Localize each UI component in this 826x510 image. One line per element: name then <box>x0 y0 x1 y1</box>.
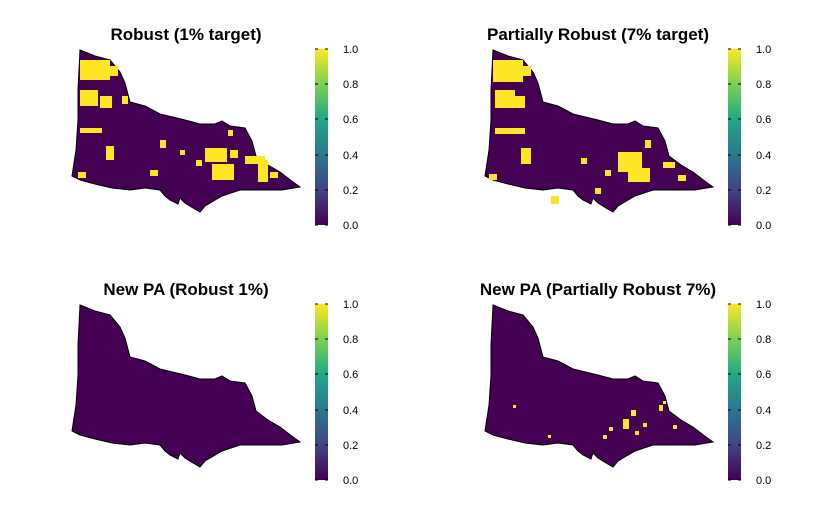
colorbar-tick: 0.2 <box>756 185 771 197</box>
colorbar-tick: 0.8 <box>343 79 358 91</box>
map-panel-partial-7: Partially Robust (7% target) <box>484 25 771 232</box>
colorbar-tick: 0.2 <box>343 185 358 197</box>
victoria-map <box>484 304 714 468</box>
colorbar-tick: 0.4 <box>343 150 358 162</box>
colorbar-tick: 0.2 <box>756 440 771 452</box>
colorbar-tick: 0.0 <box>756 475 771 487</box>
colorbar-tick: 0.8 <box>343 334 358 346</box>
colorbar-tick: 0.6 <box>756 114 771 126</box>
colorbar: 0.0 0.2 0.4 0.6 0.8 1.0 <box>728 44 771 232</box>
selected-cells <box>513 401 677 439</box>
colorbar-tick: 0.6 <box>343 114 358 126</box>
colorbar: 0.0 0.2 0.4 0.6 0.8 1.0 <box>728 299 771 487</box>
colorbar-tick: 0.4 <box>756 150 771 162</box>
colorbar-tick: 0.0 <box>343 220 358 232</box>
panel-title: New PA (Partially Robust 7%) <box>480 280 716 299</box>
colorbar-tick: 0.6 <box>343 369 358 381</box>
colorbar-tick: 0.0 <box>343 475 358 487</box>
victoria-map <box>484 49 714 213</box>
panel-title: Partially Robust (7% target) <box>487 25 709 44</box>
colorbar-tick: 1.0 <box>343 44 358 56</box>
colorbar-tick: 1.0 <box>756 299 771 311</box>
panel-title: New PA (Robust 1%) <box>103 280 268 299</box>
colorbar-tick: 0.0 <box>756 220 771 232</box>
colorbar-tick: 1.0 <box>756 44 771 56</box>
colorbar: 0.0 0.2 0.4 0.6 0.8 1.0 <box>315 299 358 487</box>
colorbar-tick: 0.8 <box>756 79 771 91</box>
colorbar-tick: 0.6 <box>756 369 771 381</box>
map-panel-new-pa-partial-7: New PA (Partially Robust 7%) <box>480 280 771 487</box>
victoria-map <box>71 49 301 213</box>
colorbar: 0.0 0.2 0.4 0.6 0.8 1.0 <box>315 44 358 232</box>
selected-cells <box>78 60 278 182</box>
map-panel-robust-1: Robust (1% target) <box>71 25 358 232</box>
map-panel-new-pa-robust-1: New PA (Robust 1%) 0.0 0.2 0.4 0.6 0.8 1… <box>71 280 358 487</box>
panel-title: Robust (1% target) <box>110 25 261 44</box>
selected-cells <box>489 60 686 204</box>
colorbar-tick: 0.4 <box>343 405 358 417</box>
colorbar-tick: 0.8 <box>756 334 771 346</box>
victoria-map <box>71 304 301 468</box>
colorbar-tick: 0.2 <box>343 440 358 452</box>
colorbar-tick: 1.0 <box>343 299 358 311</box>
colorbar-tick: 0.4 <box>756 405 771 417</box>
